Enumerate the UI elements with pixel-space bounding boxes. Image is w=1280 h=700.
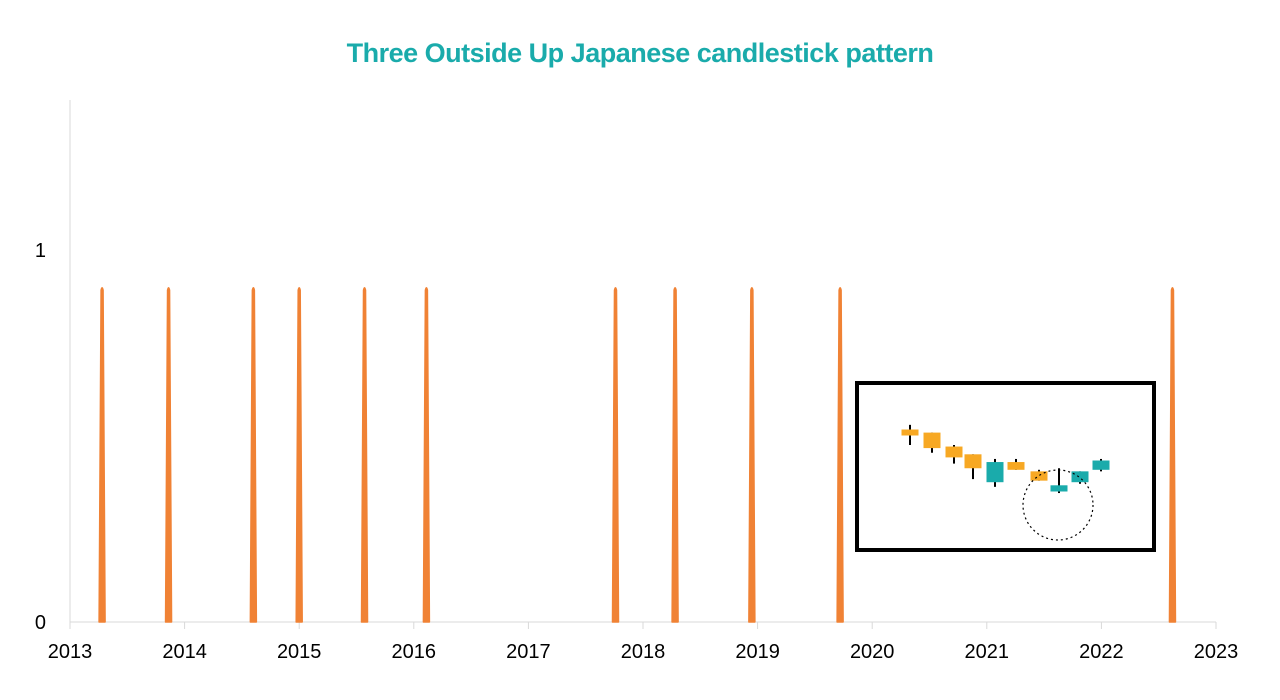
x-tick-label: 2017: [506, 641, 551, 663]
x-tick-label: 2018: [621, 641, 666, 663]
x-tick-label: 2014: [162, 641, 207, 663]
signal-spike: [164, 286, 173, 623]
signal-spike: [422, 286, 431, 623]
bearish-candle: [923, 432, 941, 449]
signal-spike: [1168, 286, 1177, 623]
x-tick-label: 2022: [1079, 641, 1124, 663]
x-tick-label: 2023: [1194, 641, 1239, 663]
y-tick-label: 1: [35, 240, 46, 262]
signal-spike: [360, 286, 369, 623]
pattern-highlight-circle: [1022, 469, 1094, 541]
bearish-candle: [964, 454, 982, 469]
bearish-candle: [1007, 462, 1025, 470]
signal-spike: [671, 286, 679, 623]
bearish-candle: [901, 429, 919, 436]
x-tick-label: 2019: [735, 641, 780, 663]
bullish-candle: [1050, 485, 1068, 492]
x-tick-label: 2015: [277, 641, 322, 663]
bullish-candle: [986, 462, 1004, 483]
x-tick-label: 2016: [392, 641, 437, 663]
signal-spike: [611, 286, 620, 623]
x-tick-label: 2013: [48, 641, 93, 663]
signal-spike: [836, 286, 844, 623]
signal-spike: [98, 286, 106, 623]
x-tick-label: 2020: [850, 641, 895, 663]
bullish-candle: [1071, 471, 1089, 483]
bullish-candle: [1092, 460, 1110, 470]
bearish-candle: [1030, 471, 1048, 481]
bearish-candle: [945, 446, 963, 458]
y-tick-label: 0: [35, 612, 46, 634]
signal-spike: [295, 286, 303, 623]
x-tick-label: 2021: [965, 641, 1010, 663]
signal-spike: [249, 286, 258, 623]
signal-spike: [748, 286, 756, 623]
chart-title: Three Outside Up Japanese candlestick pa…: [346, 38, 934, 68]
